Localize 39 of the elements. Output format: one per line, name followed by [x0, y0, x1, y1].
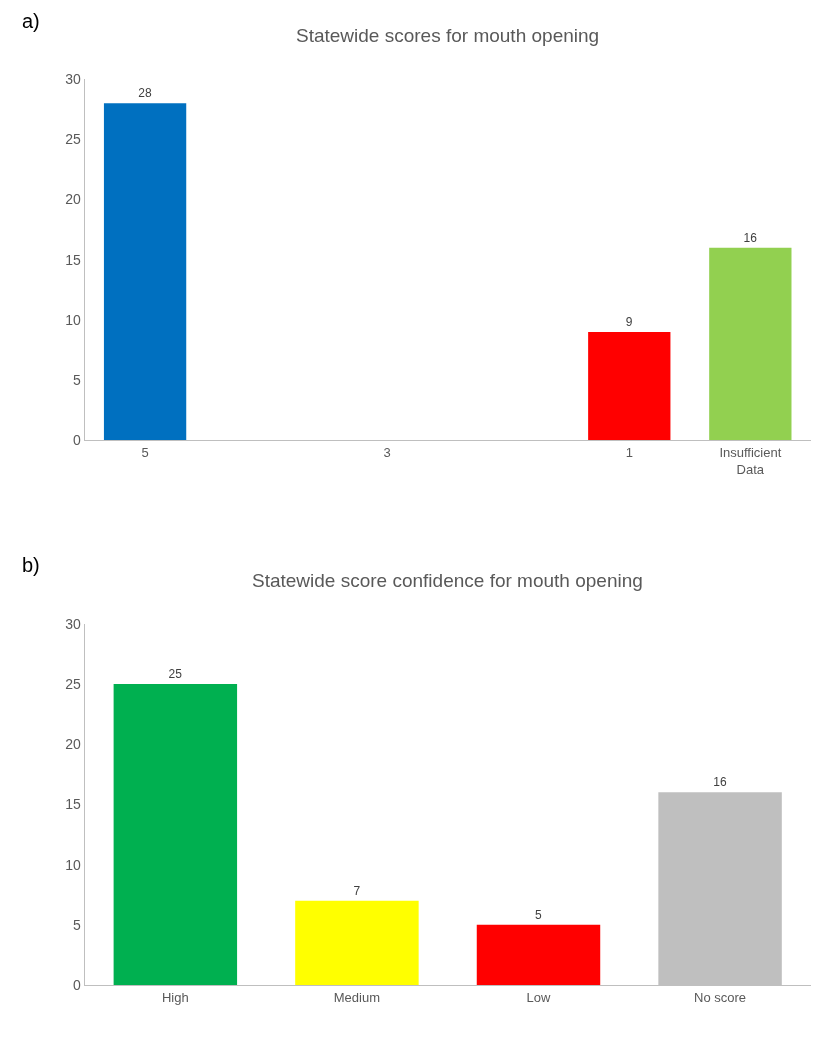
text: a)	[22, 10, 40, 32]
bar	[709, 247, 792, 441]
bar	[103, 103, 187, 441]
x-tick-label: 5	[141, 445, 149, 461]
data-label: 9	[625, 315, 633, 330]
x-tick-label: No score	[694, 989, 747, 1005]
x-tick-label: Low	[526, 989, 552, 1005]
data-label: 5	[534, 907, 542, 922]
y-tick-label: 10	[65, 856, 81, 873]
bar	[295, 900, 419, 986]
y-tick-label: 0	[72, 432, 81, 449]
y-tick-label: 30	[65, 70, 81, 87]
y-tick-label: 25	[65, 131, 81, 148]
data-label: 16	[713, 775, 727, 790]
y-tick-label: 20	[65, 191, 81, 208]
y-tick-label: 0	[72, 977, 81, 993]
y-tick-label: 20	[65, 736, 81, 753]
text: b)	[22, 554, 40, 576]
y-tick-label: 5	[72, 916, 81, 933]
data-label: 7	[353, 883, 361, 898]
chart-title: Statewide score confidence for mouth opening	[252, 570, 643, 591]
y-tick-label: 15	[65, 251, 81, 268]
y-tick-label: 10	[65, 311, 81, 328]
chart-title: Statewide scores for mouth opening	[296, 25, 600, 46]
y-tick-label: 15	[65, 796, 81, 813]
y-tick-label: 30	[65, 615, 81, 632]
bar	[588, 332, 671, 441]
x-tick-label: 1	[625, 445, 633, 461]
x-tick-label: High	[161, 989, 189, 1005]
bar	[476, 924, 601, 986]
y-tick-label: 5	[72, 372, 81, 389]
x-tick-label: Medium	[333, 989, 381, 1005]
y-tick-label: 25	[65, 675, 81, 692]
x-tick-label: Insufficient Data	[719, 445, 782, 477]
x-tick-label: 3	[383, 445, 391, 461]
data-label: 16	[743, 230, 758, 245]
data-label: 28	[138, 86, 152, 101]
data-label: 25	[168, 666, 183, 681]
bar	[113, 683, 238, 986]
